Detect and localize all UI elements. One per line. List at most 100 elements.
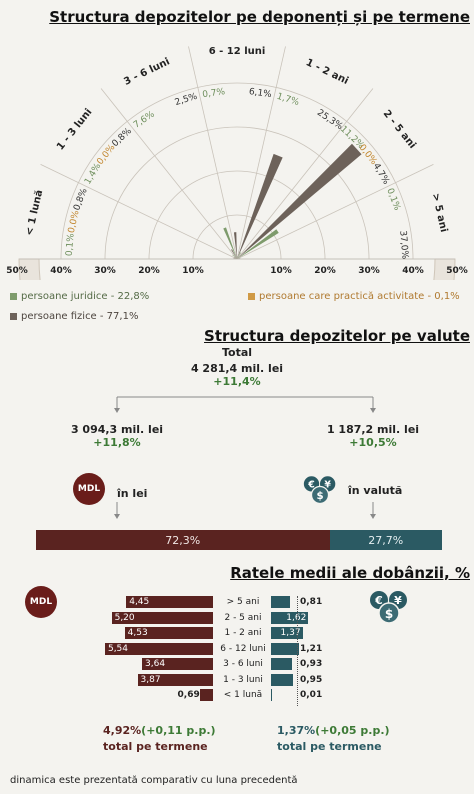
polar-wedge — [223, 227, 237, 259]
polar-value-label: 6,1% — [248, 87, 272, 100]
lei-total-label: total pe termene — [103, 740, 208, 753]
valuta-total-line: 1,37%(+0,05 p.p.) — [277, 724, 390, 737]
polar-value-label: 37,0% — [397, 230, 409, 260]
total-block: Total 4 281,4 mil. lei +11,4% — [0, 346, 474, 388]
polar-sector-divider — [100, 88, 238, 260]
rate-lei-bar — [124, 627, 213, 639]
legend-juridice-swatch — [10, 292, 17, 300]
rate-term-label: < 1 lună — [223, 690, 263, 700]
polar-wedge — [233, 258, 237, 259]
rate-valuta-value: 1,21 — [300, 643, 323, 654]
polar-axis-tick: 10% — [182, 266, 204, 276]
rates-divider — [297, 596, 298, 706]
currency-icon: € ¥ $ — [303, 476, 336, 505]
svg-text:€: € — [307, 479, 315, 490]
legend-activitate: persoane care practică activitate - 0,1% — [248, 291, 460, 302]
legend-fizice: persoane fizice - 77,1% — [10, 311, 138, 322]
rate-lei-value: 4,53 — [127, 628, 148, 638]
svg-text:$: $ — [316, 491, 323, 502]
polar-axis-tick: 30% — [94, 266, 116, 276]
polar-outer-ring — [18, 258, 456, 280]
rate-term-label: > 5 ani — [226, 597, 260, 607]
rate-valuta-value: 0,01 — [300, 690, 323, 700]
polar-sector-divider — [40, 164, 238, 260]
total-label: Total — [221, 346, 253, 359]
polar-sector-label: 6 - 12 luni — [209, 46, 266, 57]
valuta-value: 1 187,2 mil. lei — [326, 423, 420, 436]
valuta-total: 1,37% — [277, 724, 316, 737]
share-lei-bar: 72,3% — [36, 530, 330, 550]
polar-sector-divider — [236, 164, 434, 260]
polar-wedge — [234, 256, 237, 259]
rate-lei-bar — [104, 642, 213, 655]
lei-total-delta: (+0,11 p.p.) — [141, 724, 216, 737]
rate-valuta-value: 0,93 — [300, 659, 323, 669]
rate-valuta-bar — [271, 596, 290, 608]
polar-value-label: 0,0% — [67, 209, 82, 234]
share-lei-label: 72,3% — [165, 534, 201, 547]
valuta-block: 1 187,2 mil. lei +10,5% — [313, 423, 433, 449]
title-valute: Structura depozitelor pe valute — [204, 327, 470, 345]
rate-term-label: 2 - 5 ani — [224, 612, 262, 623]
valuta-label: în valută — [348, 484, 403, 497]
total-delta: +11,4% — [213, 375, 261, 388]
rate-valuta-value: 1,37 — [280, 628, 301, 638]
rate-lei-bar — [142, 658, 213, 670]
polar-grid-circle — [60, 82, 414, 260]
rate-valuta-bar — [271, 611, 309, 624]
polar-sector-label: < 1 lună — [24, 189, 45, 237]
svg-text:€: € — [374, 594, 383, 607]
rate-lei-value: 0,69 — [177, 690, 200, 700]
lei-total: 4,92% — [103, 724, 142, 737]
polar-axis-tick: 20% — [138, 266, 160, 276]
polar-wedge — [237, 153, 283, 259]
valuta-total-delta: (+0,05 p.p.) — [315, 724, 390, 737]
title-dobanzi: Ratele medii ale dobânzii, % — [230, 564, 470, 582]
polar-axis-tick: 20% — [314, 266, 336, 276]
polar-axis-tick: 50% — [446, 266, 468, 276]
lei-block: 3 094,3 mil. lei +11,8% — [57, 423, 177, 449]
rate-lei-value: 5,20 — [114, 612, 135, 623]
rate-lei-bar — [199, 689, 213, 701]
polar-wedge — [231, 249, 237, 259]
polar-grid-circle — [104, 126, 370, 260]
polar-sector-label: > 5 ani — [430, 192, 450, 233]
rate-lei-value: 5,54 — [107, 643, 129, 654]
share-bar: 72,3% 27,7% — [36, 530, 442, 550]
share-valuta-label: 27,7% — [368, 534, 404, 547]
currency-icon-rates: € ¥ $ — [370, 591, 407, 624]
lei-label: în lei — [117, 487, 148, 500]
footnote: dinamica este prezentată comparativ cu l… — [10, 775, 298, 786]
valuta-delta: +10,5% — [349, 436, 397, 449]
polar-axis-tick: 40% — [402, 266, 424, 276]
rate-lei-bar — [126, 596, 213, 608]
rate-valuta-value: 0,81 — [300, 597, 323, 607]
polar-sector-label: 1 - 2 ani — [304, 57, 350, 87]
rate-valuta-bar — [271, 627, 303, 639]
rate-term-label: 1 - 2 ani — [224, 628, 262, 638]
rate-valuta-bar — [271, 642, 299, 655]
polar-wedge — [237, 229, 279, 259]
rate-valuta-bar — [271, 673, 293, 686]
svg-text:¥: ¥ — [324, 479, 331, 490]
legend-activitate-swatch — [248, 292, 255, 300]
polar-axis-tick: 30% — [358, 266, 380, 276]
total-value: 4 281,4 mil. lei — [190, 362, 284, 375]
rate-lei-value: 3,64 — [145, 659, 166, 669]
lei-value: 3 094,3 mil. lei — [70, 423, 164, 436]
legend-juridice: persoane juridice - 22,8% — [10, 291, 149, 302]
polar-value-label: 0,7% — [202, 87, 226, 100]
polar-wedge — [237, 257, 241, 259]
polar-value-label: 7,6% — [132, 109, 157, 130]
polar-wedge — [233, 232, 237, 259]
rate-lei-value: 4,45 — [129, 597, 150, 607]
svg-text:¥: ¥ — [394, 594, 402, 607]
polar-sector-label: 2 - 5 ani — [381, 108, 418, 151]
polar-sector-divider — [236, 88, 374, 260]
polar-value-label: 2,5% — [174, 92, 199, 109]
split-lines — [114, 396, 376, 519]
polar-axis-tick: 10% — [270, 266, 292, 276]
valuta-total-label: total pe termene — [277, 740, 382, 753]
rate-valuta-value: 1,62 — [286, 612, 307, 623]
polar-sector-label: 3 - 6 luni — [122, 56, 171, 87]
